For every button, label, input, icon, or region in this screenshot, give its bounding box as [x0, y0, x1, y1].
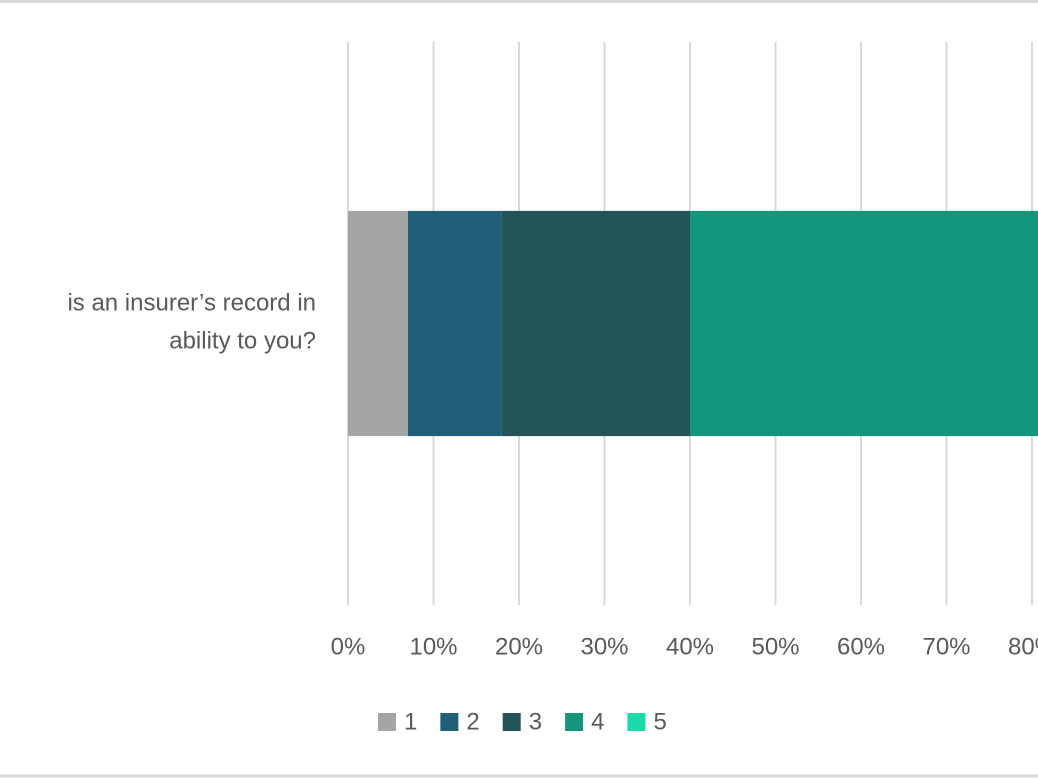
bar-segment — [348, 210, 408, 437]
x-tick-label: 30% — [580, 633, 628, 660]
bar-segment — [690, 210, 1038, 437]
x-tick-label: 50% — [751, 633, 799, 660]
label-line: is an insurer’s record in — [67, 290, 316, 317]
x-tick-label: 80% — [1008, 633, 1038, 660]
labels: 0%10%20%30%40%50%60%70%80%90%100%is an i… — [67, 290, 1038, 736]
label-line: ability to you? — [169, 328, 316, 355]
legend-label: 4 — [591, 708, 604, 735]
legend-label: 1 — [404, 708, 417, 735]
legend-swatch — [627, 713, 646, 731]
legend-label: 5 — [653, 708, 666, 735]
legend-swatch — [565, 713, 584, 731]
x-tick-label: 60% — [837, 633, 885, 660]
legend-swatch — [378, 713, 396, 731]
bars — [348, 210, 1038, 437]
legend-label: 3 — [529, 708, 542, 735]
x-tick-label: 40% — [666, 633, 714, 660]
legend-label: 2 — [466, 708, 479, 735]
x-tick-label: 70% — [922, 633, 970, 660]
bar-segment — [501, 210, 690, 437]
bar-segment — [407, 210, 502, 437]
legend-swatch — [502, 713, 521, 731]
legend-swatch — [440, 713, 459, 731]
y-tick-label: is an insurer’s record in ability to you? — [67, 290, 316, 355]
x-tick-label: 0% — [331, 633, 366, 660]
x-tick-label: 10% — [409, 633, 457, 660]
x-tick-label: 20% — [495, 633, 543, 660]
